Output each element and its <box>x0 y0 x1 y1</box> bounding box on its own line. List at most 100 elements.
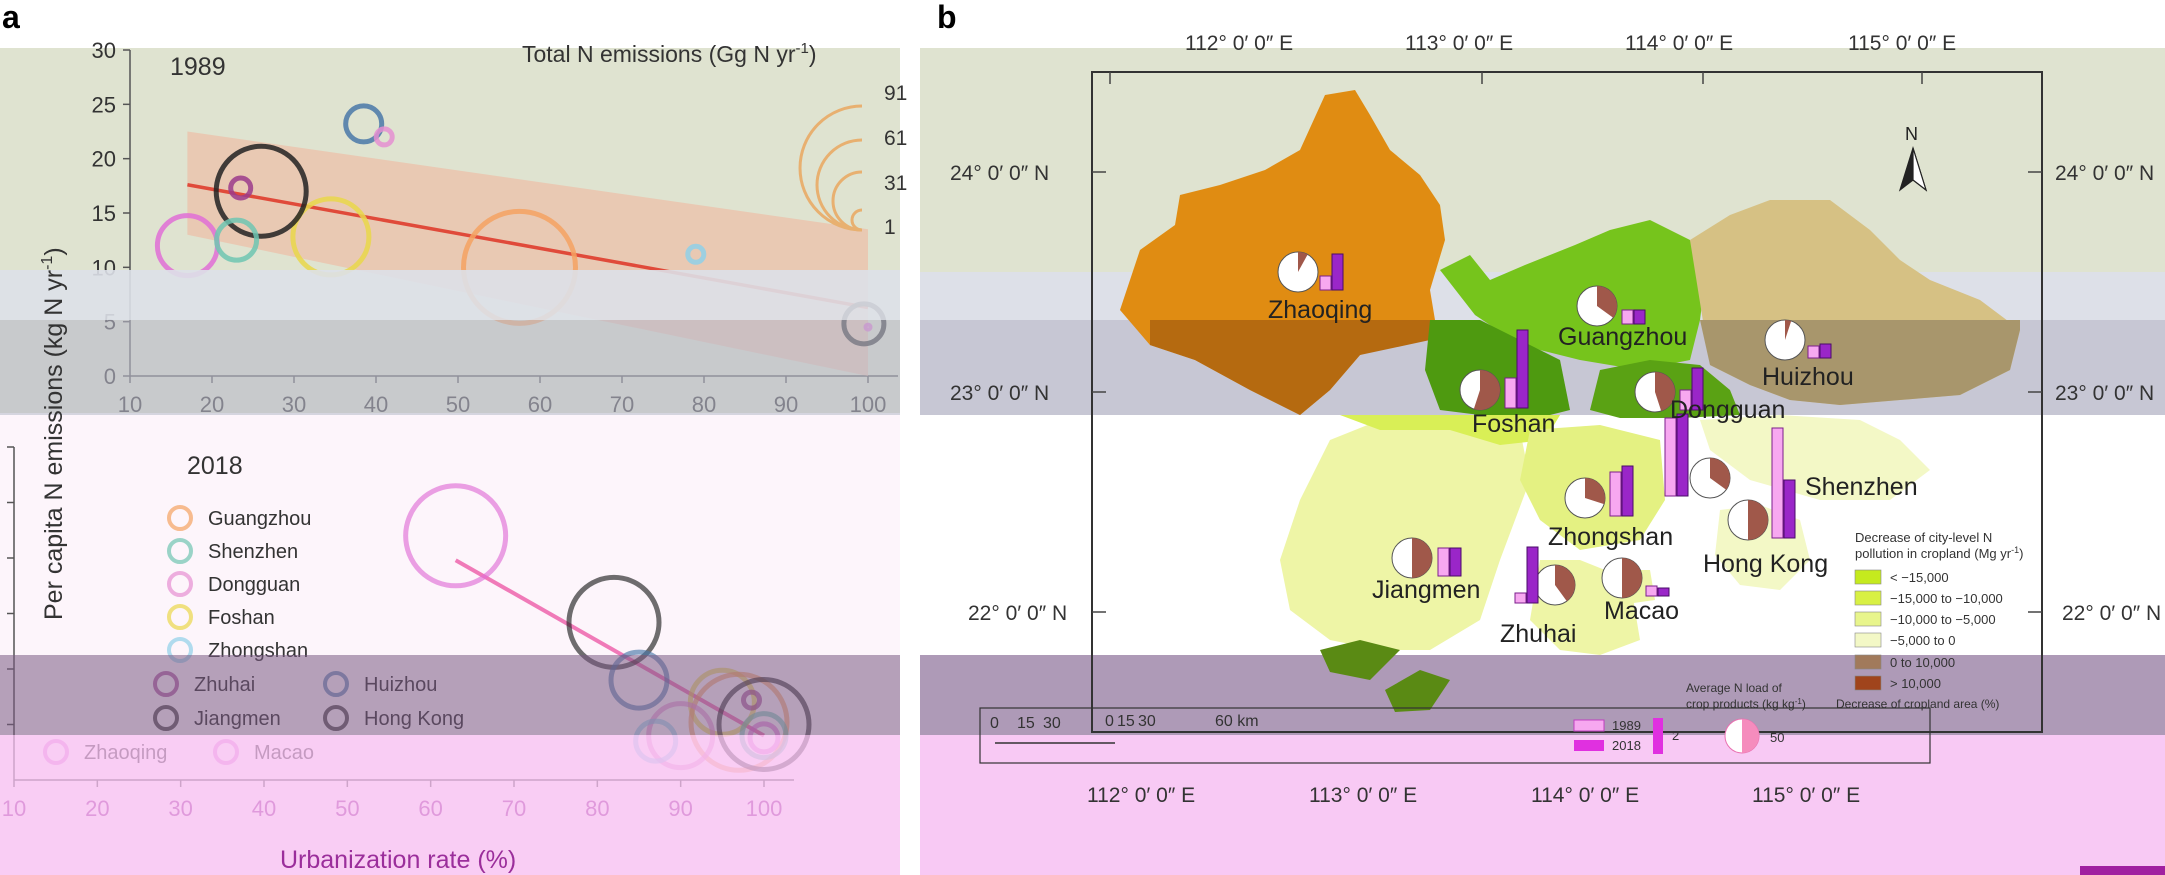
legend-bar-2018-label: 2018 <box>1612 738 1641 753</box>
glyph-bar-1989 <box>1645 585 1658 597</box>
lon-label-top-112: 112° 0′ 0″ E <box>1185 32 1293 55</box>
size-legend-value-91: 91 <box>884 82 907 105</box>
map-glyph <box>1764 319 1832 361</box>
glyph-pie-slice <box>1597 286 1618 318</box>
scale-bar-1-15: 15 <box>1017 715 1035 732</box>
point-1989-huizhou <box>343 103 385 145</box>
legend-bin-label: −10,000 to −5,000 <box>1890 612 1996 627</box>
map-glyph <box>1634 367 1704 413</box>
legend-bin-label: −15,000 to −10,000 <box>1890 591 2003 606</box>
legend-marker-dongguan <box>167 571 193 597</box>
glyph-bar-1989 <box>1679 389 1692 411</box>
point-1989-jiangmen <box>213 143 309 239</box>
scale-bar-1-30: 30 <box>1043 715 1061 732</box>
legend-bin-label: > 10,000 <box>1890 676 1941 691</box>
legend-label-shenzhen: Shenzhen <box>208 541 298 563</box>
glyph-bar-2018 <box>1657 587 1670 597</box>
legend-avg-n-load-title: Average N load of <box>1686 681 1783 695</box>
legend-bin-swatch <box>1854 654 1882 670</box>
point-1989-dongguan <box>373 126 395 148</box>
panel-a-divider-band <box>0 270 900 320</box>
glyph-pie-slice <box>1473 370 1500 410</box>
glyph-pie-slice <box>1622 558 1642 598</box>
size-legend-circle-61 <box>815 138 863 232</box>
legend-marker-guangzhou <box>167 505 193 531</box>
size-legend-value-61: 61 <box>884 127 907 150</box>
legend-bins: < −15,000 −15,000 to −10,000 −10,000 to −5… <box>1854 569 2003 691</box>
glyph-bar-1989 <box>1504 377 1517 409</box>
glyph-bar-1989 <box>1807 345 1820 359</box>
map-glyph <box>1601 557 1670 599</box>
map-background-top <box>920 48 2165 272</box>
scale-bar-2-15: 15 <box>1117 713 1135 730</box>
glyph-bar-1989 <box>1319 275 1332 291</box>
point-1989-zhongshan <box>685 243 707 265</box>
map-glyph <box>1664 413 1731 499</box>
lon-label-top-113: 113° 0′ 0″ E <box>1405 32 1513 55</box>
scale-bar-2-60: 60 km <box>1215 713 1259 730</box>
legend-bar-2018-swatch <box>1574 740 1604 751</box>
legend-bin-label: −5,000 to 0 <box>1890 633 1955 648</box>
map-glyph <box>1576 285 1646 327</box>
map-background-pink <box>920 735 2165 875</box>
plot-1989-title: 1989 <box>170 53 226 81</box>
glyph-pie-slice <box>1585 478 1605 505</box>
glyph-bar-2018 <box>1516 329 1529 409</box>
scale-bar-1-0: 0 <box>990 715 999 732</box>
glyph-pie-slice <box>1555 565 1576 602</box>
map-glyphs <box>1277 251 1832 606</box>
glyph-bar-1989 <box>1621 309 1634 325</box>
lon-label-bottom-114: 114° 0′ 0″ E <box>1531 784 1639 807</box>
glyph-bar-2018 <box>1621 465 1634 517</box>
legend-decrease-title-1: Decrease of city-level N <box>1855 530 1992 545</box>
corner-accent <box>2080 866 2165 875</box>
scale-bar: 0 15 30 0 15 30 60 km <box>979 707 1931 764</box>
north-arrow-icon-half <box>1912 147 1928 192</box>
legend-bar-value-bar <box>1653 718 1663 754</box>
size-legend-circle-1 <box>850 208 863 232</box>
map-glyph <box>1459 329 1529 411</box>
legend-cropland-title: Decrease of cropland area (%) <box>1836 697 1999 711</box>
legend-label-foshan: Foshan <box>208 607 275 629</box>
point-2018-zhaoqing <box>403 483 509 589</box>
legend-bar-1989-label: 1989 <box>1612 718 1641 733</box>
glyph-bar-2018 <box>1691 367 1704 411</box>
glyph-bar-2018 <box>1633 309 1646 325</box>
legend-marker-shenzhen <box>167 538 193 564</box>
lat-label-right-23: 23° 0′ 0″ N <box>2055 382 2154 405</box>
glyph-bar-2018 <box>1783 479 1796 539</box>
region-jiangmen <box>1280 420 1530 650</box>
scale-bar-2-30: 30 <box>1138 713 1156 730</box>
scale-bar-2-0: 0 <box>1105 713 1114 730</box>
panel-a: a 102030405060708090100051015202530 1989… <box>0 0 907 875</box>
lat-label-left-22: 22° 0′ 0″ N <box>968 602 1067 625</box>
north-arrow-label: N <box>1905 124 1918 144</box>
glyph-bar-2018 <box>1331 253 1344 291</box>
lat-label-right-22: 22° 0′ 0″ N <box>2062 602 2161 625</box>
panel-b-label: b <box>937 0 957 35</box>
plot-2018-title: 2018 <box>187 452 243 480</box>
size-legend-title: Total N emissions (Gg N yr-1) <box>522 40 817 67</box>
legend-bin-label: 0 to 10,000 <box>1890 655 1955 670</box>
map-legend: Decrease of city-level N pollution in cr… <box>979 530 2023 764</box>
y-tick-label: 30 <box>92 38 116 63</box>
glyph-bar-2018 <box>1449 547 1462 577</box>
legend-avg-n-load-title-2: crop products (kg kg-1) <box>1686 697 1806 711</box>
map-label-guangzhou: Guangzhou <box>1558 323 1687 351</box>
map-label-huizhou: Huizhou <box>1762 363 1854 391</box>
glyph-bar-2018 <box>1526 546 1539 604</box>
legend-bar-value: 2 <box>1672 728 1679 743</box>
map-label-foshan: Foshan <box>1472 410 1555 438</box>
size-legend-circle-91 <box>798 104 863 232</box>
map-label-macao: Macao <box>1604 597 1679 625</box>
y-tick-label: 15 <box>92 201 116 226</box>
lon-label-bottom-113: 113° 0′ 0″ E <box>1309 784 1417 807</box>
region-zhaoqing-dark <box>1150 320 1430 415</box>
map-label-shenzhen: Shenzhen <box>1805 473 1918 501</box>
island-outline-2 <box>1385 670 1450 712</box>
point-1989-shenzhen <box>214 217 260 263</box>
map-background-strip <box>920 655 2165 735</box>
glyph-bar-2018 <box>1819 343 1832 359</box>
glyph-pie-slice <box>1748 500 1768 540</box>
legend-bar-1989-swatch <box>1573 719 1605 732</box>
